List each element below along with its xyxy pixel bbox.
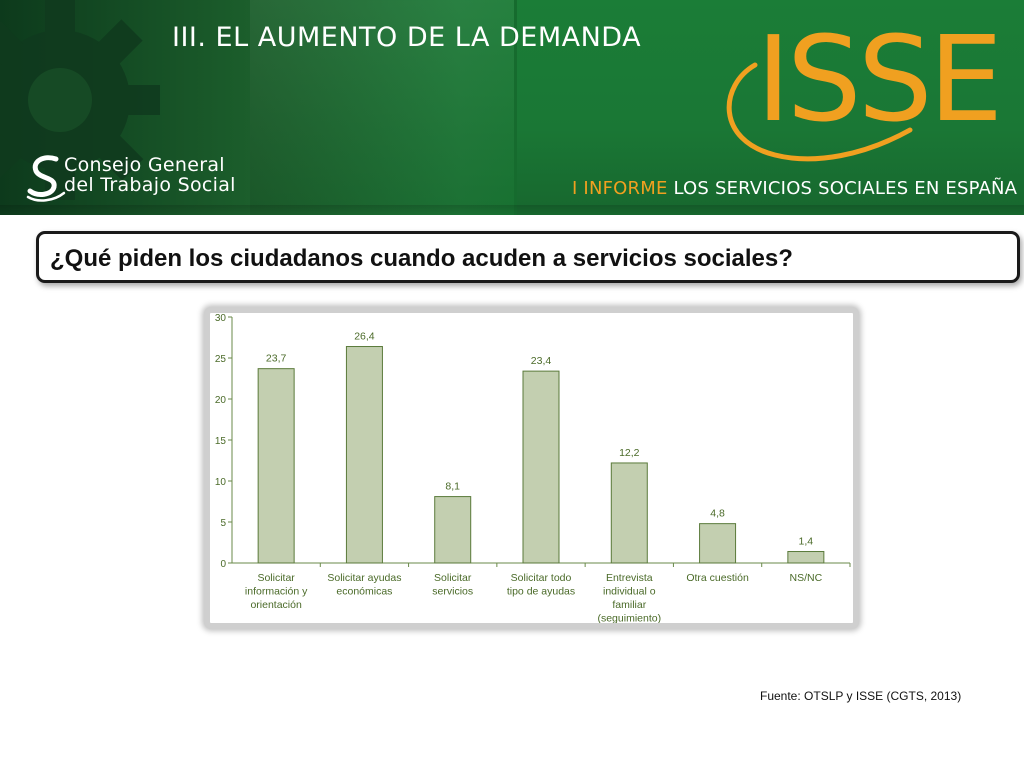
bar bbox=[257, 368, 295, 564]
data-label: 12,2 bbox=[619, 447, 640, 459]
bar-chart: 0 5 10 15 20 25 30 23,7 Solicitar información yor… bbox=[215, 313, 851, 624]
x-tick-label: Solicitar bbox=[257, 572, 295, 584]
x-tick-label: Solicitar bbox=[434, 572, 472, 584]
org-name-line1: Consejo General bbox=[64, 154, 225, 176]
section-title: III. EL AUMENTO DE LA DEMANDA bbox=[172, 22, 642, 53]
x-tick-label: familiar bbox=[612, 599, 646, 611]
x-tick-label: servicios bbox=[432, 586, 473, 598]
org-name-line2: del Trabajo Social bbox=[64, 174, 236, 196]
x-tick-label: orientación bbox=[250, 599, 302, 611]
x-tick-label: Otra cuestión bbox=[686, 572, 749, 584]
bar bbox=[787, 551, 825, 564]
cgts-logo-icon bbox=[26, 155, 66, 202]
question-box: ¿Qué piden los ciudadanos cuando acuden … bbox=[36, 231, 1020, 283]
header-divider bbox=[514, 0, 517, 215]
bar bbox=[345, 346, 383, 564]
question-text: ¿Qué piden los ciudadanos cuando acuden … bbox=[50, 245, 793, 272]
x-tick-label: (seguimiento) bbox=[597, 613, 661, 624]
y-tick-label: 10 bbox=[215, 477, 227, 488]
bar bbox=[522, 370, 560, 564]
data-label: 23,7 bbox=[266, 353, 287, 365]
data-label: 23,4 bbox=[531, 355, 552, 367]
bar bbox=[610, 462, 648, 564]
y-tick-label: 5 bbox=[220, 518, 226, 529]
x-tick-label: económicas bbox=[336, 586, 392, 598]
data-label: 8,1 bbox=[445, 481, 460, 493]
header-banner: III. EL AUMENTO DE LA DEMANDA Consejo Ge… bbox=[0, 0, 1024, 215]
header-bottom-shadow bbox=[0, 205, 1024, 215]
x-tick-label: individual o bbox=[603, 586, 656, 598]
gear-icon bbox=[0, 0, 160, 200]
header-right-panel bbox=[517, 0, 1024, 215]
header-sheen bbox=[250, 0, 514, 215]
bar bbox=[434, 496, 472, 564]
y-tick-label: 15 bbox=[215, 436, 227, 447]
x-tick-label: NS/NC bbox=[790, 572, 823, 584]
y-tick-label: 0 bbox=[220, 559, 226, 570]
x-tick-label: Solicitar todo bbox=[511, 572, 572, 584]
x-tick-label: información y bbox=[245, 586, 308, 598]
y-tick-label: 25 bbox=[215, 354, 227, 365]
org-name: Consejo General del Trabajo Social bbox=[64, 155, 236, 195]
data-label: 1,4 bbox=[799, 536, 814, 548]
isse-swoosh-icon bbox=[726, 62, 913, 162]
x-tick-label: tipo de ayudas bbox=[507, 586, 575, 598]
x-tick-label: Entrevista bbox=[606, 572, 653, 584]
data-label: 26,4 bbox=[354, 331, 375, 343]
data-label: 4,8 bbox=[710, 508, 725, 520]
report-highlight: I INFORME bbox=[572, 178, 668, 199]
source-note: Fuente: OTSLP y ISSE (CGTS, 2013) bbox=[760, 689, 962, 703]
x-tick-label: Solicitar ayudas bbox=[327, 572, 401, 584]
report-rest: LOS SERVICIOS SOCIALES EN ESPAÑA bbox=[673, 178, 1018, 199]
y-tick-label: 30 bbox=[215, 313, 227, 324]
isse-brand: ISSE bbox=[756, 10, 1003, 148]
chart-frame: 0 5 10 15 20 25 30 23,7 Solicitar información y or… bbox=[204, 307, 859, 629]
y-tick-label: 20 bbox=[215, 395, 227, 406]
bar bbox=[699, 523, 737, 564]
report-subtitle: I INFORME LOS SERVICIOS SOCIALES EN ESPA… bbox=[572, 178, 1017, 199]
